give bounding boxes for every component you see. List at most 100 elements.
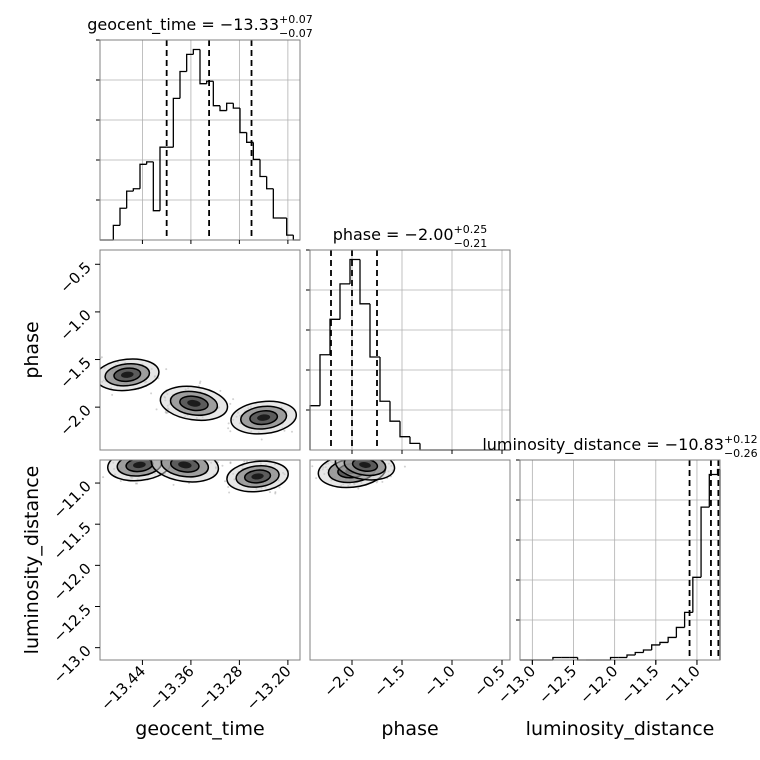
2d-geocent_time-luminosity_distance-sample-134: [278, 486, 281, 489]
2d-geocent_time-phase-sample-205: [198, 382, 201, 385]
geocent_time-xticklabel-0: −13.44: [97, 662, 149, 714]
hist-phase-bin-0: [309, 405, 320, 450]
2d-geocent_time-luminosity_distance-sample-66: [123, 457, 125, 459]
hist-geocent_time-title-main: geocent_time = −13.33: [87, 15, 279, 35]
2d-geocent_time-luminosity_distance-sample-168: [158, 454, 160, 456]
hist-luminosity_distance-bin-13: [626, 654, 636, 658]
2d-phase-luminosity_distance-sample-233: [369, 455, 371, 457]
hist-geocent_time-frame: [99, 39, 301, 241]
2d-phase-luminosity_distance-sample-167: [372, 448, 374, 450]
2d-phase-luminosity_distance-sample-169: [359, 457, 361, 459]
2d-phase-luminosity_distance-sample-33: [386, 456, 388, 458]
2d-phase-luminosity_distance-sample-70: [321, 457, 323, 459]
hist-geocent_time-bin-5: [132, 188, 140, 192]
2d-geocent_time-luminosity_distance-sample-195: [102, 476, 105, 479]
2d-phase-luminosity_distance-sample-63: [351, 456, 353, 458]
2d-geocent_time-luminosity_distance-sample-256: [195, 457, 197, 459]
2d-geocent_time-luminosity_distance-sample-251: [227, 486, 230, 489]
2d-phase-luminosity_distance-sample-124: [338, 453, 340, 455]
hist-luminosity_distance: [516, 459, 721, 664]
hist-geocent_time-bin-20: [232, 103, 240, 109]
2d-phase-luminosity_distance-sample-182: [350, 457, 352, 459]
2d-phase-luminosity_distance-sample-115: [358, 454, 360, 456]
2d-geocent_time-luminosity_distance-sample-33: [155, 454, 157, 456]
2d-geocent_time-luminosity_distance-frame: [99, 459, 301, 661]
2d-phase-luminosity_distance-sample-149: [393, 457, 395, 459]
hist-luminosity_distance-frame: [519, 459, 721, 661]
2d-phase-luminosity_distance-sample-181: [366, 456, 368, 458]
2d-geocent_time-luminosity_distance-sample-210: [136, 482, 139, 485]
2d-phase-luminosity_distance-sample-144: [311, 465, 314, 468]
geocent_time-xticklabel-1: −13.36: [146, 662, 198, 714]
2d-phase-luminosity_distance-sample-206: [375, 481, 378, 484]
2d-geocent_time-luminosity_distance-sample-73: [178, 453, 180, 455]
hist-geocent_time-title-sup: +0.07: [279, 13, 313, 26]
2d-geocent_time-luminosity_distance-contour-0-3: [133, 461, 146, 469]
hist-phase-bin-7: [379, 356, 390, 402]
2d-geocent_time-luminosity_distance-sample-141: [141, 453, 143, 455]
2d-geocent_time-phase-sample-245: [283, 429, 286, 432]
luminosity_distance-xlabel: luminosity_distance: [526, 718, 715, 740]
2d-geocent_time-luminosity_distance-sample-20: [224, 480, 227, 483]
2d-phase-luminosity_distance: [309, 448, 511, 661]
phase-yticklabel-3: −0.5: [56, 258, 94, 296]
2d-phase-luminosity_distance-sample-123: [377, 457, 379, 459]
2d-geocent_time-phase-sample-46: [232, 398, 235, 401]
2d-geocent_time-phase-sample-140: [290, 430, 293, 433]
luminosity_distance-yticklabel-4: −11.0: [50, 477, 95, 522]
2d-geocent_time-luminosity_distance-sample-209: [243, 460, 246, 463]
2d-geocent_time-luminosity_distance-sample-90: [119, 479, 122, 482]
2d-phase-luminosity_distance-plot-area: [311, 448, 406, 490]
hist-geocent_time-bin-25: [266, 176, 274, 190]
2d-geocent_time-phase-contour-1-3: [187, 399, 201, 407]
2d-phase-luminosity_distance-sample-68: [350, 456, 352, 458]
hist-luminosity_distance-bin-14: [634, 651, 644, 655]
hist-geocent_time-bin-26: [272, 188, 280, 219]
2d-geocent_time-luminosity_distance-sample-154: [171, 454, 173, 456]
hist-phase-bin-8: [389, 401, 400, 422]
2d-geocent_time-phase-sample-39: [100, 356, 103, 359]
hist-geocent_time-bin-8: [152, 161, 160, 212]
2d-geocent_time-phase-sample-186: [150, 392, 153, 395]
2d-geocent_time-luminosity_distance-contour-1-3: [178, 461, 192, 469]
2d-phase-luminosity_distance-sample-64: [366, 458, 368, 460]
phase-yticklabel-2: −1.0: [56, 306, 94, 344]
hist-phase-frame: [309, 249, 511, 451]
hist-luminosity_distance-bin-17: [659, 641, 669, 645]
2d-geocent_time-luminosity_distance-sample-202: [186, 457, 188, 459]
hist-phase-bin-1: [319, 354, 330, 406]
2d-geocent_time-phase-sample-235: [199, 380, 202, 383]
hist-geocent_time-title-sub: −0.07: [279, 27, 313, 40]
hist-geocent_time-bin-13: [186, 53, 194, 72]
2d-geocent_time-luminosity_distance-sample-163: [166, 455, 168, 457]
hist-geocent_time-title: geocent_time = −13.33+0.07: [87, 13, 313, 35]
2d-geocent_time-phase-sample-225: [157, 377, 160, 380]
hist-geocent_time-bin-19: [226, 102, 234, 111]
hist-phase: [306, 249, 511, 454]
2d-geocent_time-luminosity_distance-sample-11: [301, 476, 303, 478]
2d-phase-luminosity_distance-sample-45: [403, 465, 406, 468]
2d-phase-luminosity_distance-sample-249: [358, 454, 360, 456]
hist-phase-bin-10: [409, 436, 420, 445]
2d-geocent_time-luminosity_distance-sample-206: [269, 491, 272, 494]
2d-geocent_time-phase-sample-121: [165, 412, 168, 415]
hist-geocent_time-bin-23: [252, 142, 260, 161]
2d-geocent_time-phase-sample-57: [165, 368, 168, 371]
luminosity_distance-xticklabel-2: −12.0: [576, 662, 621, 707]
phase-ylabel: phase: [21, 321, 43, 378]
hist-luminosity_distance-bin-23: [708, 473, 718, 508]
2d-phase-luminosity_distance-sample-183: [371, 457, 373, 459]
2d-geocent_time-luminosity_distance-sample-107: [246, 460, 249, 463]
2d-geocent_time-luminosity_distance-sample-63: [151, 454, 153, 456]
2d-geocent_time-luminosity_distance-sample-55: [180, 455, 182, 457]
hist-phase-bin-2: [329, 318, 340, 355]
hist-geocent_time-bin-17: [212, 81, 220, 107]
hist-geocent_time-bin-7: [146, 161, 154, 165]
hist-luminosity_distance-bin-22: [700, 506, 710, 578]
luminosity_distance-yticklabel-3: −11.5: [50, 518, 95, 563]
hist-geocent_time-bin-6: [139, 163, 147, 189]
hist-luminosity_distance-bin-21: [692, 576, 702, 613]
2d-geocent_time-phase-sample-115: [229, 402, 232, 405]
2d-geocent_time-phase-sample-117: [92, 386, 94, 388]
